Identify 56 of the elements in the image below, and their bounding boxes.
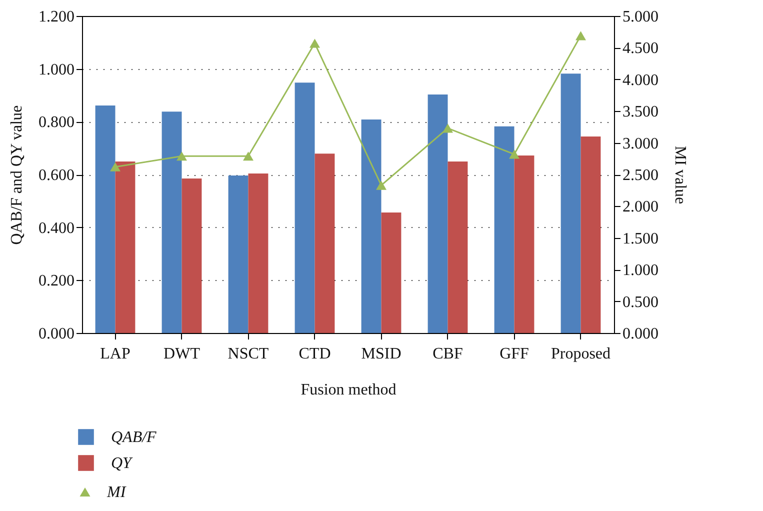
bar <box>560 74 581 333</box>
y-axis-title: QAB/F and QY value <box>8 105 26 245</box>
legend-label: MI <box>106 484 126 501</box>
bar <box>361 120 382 333</box>
point <box>243 152 254 161</box>
bar <box>115 162 136 333</box>
x-tick-label: NSCT <box>228 346 269 362</box>
y2-tick-label: 4.000 <box>622 72 658 89</box>
y2-tick-label: 3.500 <box>622 104 658 121</box>
y2-tick-label: 5.000 <box>622 8 658 26</box>
legend-label: QY <box>111 455 134 472</box>
bar <box>314 154 335 333</box>
bar <box>494 126 514 333</box>
point <box>509 150 520 159</box>
y-tick-label: 0.600 <box>38 167 74 184</box>
legend-label: QAB/F <box>111 429 157 446</box>
bar <box>428 94 448 333</box>
point <box>310 38 320 48</box>
y2-tick-label: 0.500 <box>622 294 658 311</box>
bar <box>228 176 248 333</box>
y-tick-label: 0.200 <box>38 272 74 290</box>
y-tick-label: 0.800 <box>38 114 74 132</box>
bar <box>381 212 402 333</box>
bar <box>248 173 268 333</box>
x-tick-label: GFF <box>500 346 530 362</box>
y-tick-label: 1.200 <box>38 8 74 26</box>
point <box>376 180 386 190</box>
point <box>576 31 586 40</box>
y2-tick-label: 4.500 <box>622 40 658 58</box>
x-tick-label: CTD <box>298 346 331 362</box>
y2-tick-label: 2.000 <box>622 198 658 216</box>
bar <box>580 136 601 333</box>
x-tick-label: MSID <box>361 346 402 362</box>
y2-tick-label: 3.000 <box>622 135 658 152</box>
y2-tick-label: 1.000 <box>622 262 658 280</box>
bar <box>95 106 116 333</box>
point <box>110 162 120 172</box>
x-tick-label: DWT <box>164 346 200 362</box>
y2-tick-label: 1.500 <box>622 230 658 248</box>
x-tick-label: CBF <box>432 346 463 362</box>
bar <box>294 82 315 333</box>
point <box>442 124 453 133</box>
y2-axis-title: MI value <box>672 146 688 204</box>
x-tick-label: Proposed <box>550 346 611 362</box>
bar <box>182 178 202 333</box>
y2-tick-label: 2.500 <box>622 167 658 184</box>
bar <box>514 155 534 333</box>
x-axis-title: Fusion method <box>300 382 396 398</box>
point <box>176 152 187 161</box>
y-tick-label: 0.400 <box>38 220 74 237</box>
y-tick-label: 1.000 <box>38 61 74 78</box>
bar <box>448 162 468 333</box>
y-tick-label: 0.000 <box>38 326 74 342</box>
x-tick-label: LAP <box>100 346 130 362</box>
bar <box>162 112 182 333</box>
y2-tick-label: 0.000 <box>622 326 658 342</box>
